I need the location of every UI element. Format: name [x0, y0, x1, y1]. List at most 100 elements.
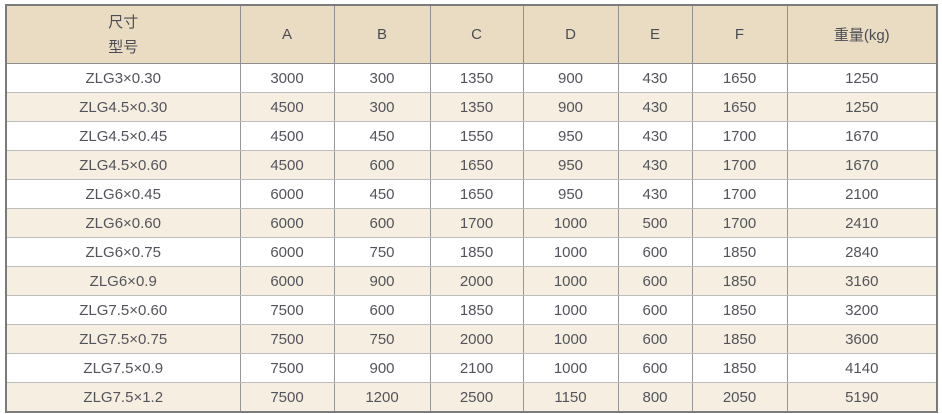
- model-cell: ZLG4.5×0.60: [5, 150, 241, 180]
- header-cell-model: 尺寸 型号: [5, 4, 241, 64]
- value-cell-c: 1550: [429, 121, 524, 151]
- weight-cell: 3160: [786, 266, 938, 296]
- value-cell-a: 6000: [239, 208, 335, 238]
- table-row: ZLG7.5×0.9 7500 900 2100 1000 600 1850 4…: [5, 353, 938, 383]
- weight-cell: 1670: [786, 121, 938, 151]
- table-row: ZLG6×0.60 6000 600 1700 1000 500 1700 24…: [5, 208, 938, 238]
- model-cell: ZLG6×0.9: [5, 266, 241, 296]
- header-cell-a: A: [239, 4, 335, 64]
- value-cell-a: 7500: [239, 353, 335, 383]
- value-cell-e: 430: [617, 179, 693, 209]
- value-cell-e: 600: [617, 353, 693, 383]
- table-row: ZLG6×0.9 6000 900 2000 1000 600 1850 316…: [5, 266, 938, 296]
- value-cell-b: 450: [333, 121, 431, 151]
- header-corner-dimension-label: 尺寸: [108, 13, 139, 31]
- value-cell-a: 6000: [239, 266, 335, 296]
- value-cell-c: 1850: [429, 295, 524, 325]
- value-cell-d: 1000: [522, 324, 619, 354]
- value-cell-c: 2000: [429, 266, 524, 296]
- weight-cell: 2840: [786, 237, 938, 267]
- value-cell-e: 430: [617, 150, 693, 180]
- weight-cell: 1250: [786, 63, 938, 93]
- header-cell-weight: 重量(kg): [786, 4, 938, 64]
- value-cell-b: 750: [333, 237, 431, 267]
- value-cell-c: 2000: [429, 324, 524, 354]
- value-cell-f: 1700: [691, 208, 788, 238]
- value-cell-b: 300: [333, 63, 431, 93]
- weight-cell: 4140: [786, 353, 938, 383]
- value-cell-a: 6000: [239, 237, 335, 267]
- weight-cell: 3200: [786, 295, 938, 325]
- value-cell-c: 1350: [429, 63, 524, 93]
- value-cell-a: 4500: [239, 92, 335, 122]
- model-cell: ZLG3×0.30: [5, 63, 241, 93]
- value-cell-e: 600: [617, 295, 693, 325]
- value-cell-f: 1700: [691, 121, 788, 151]
- weight-cell: 5190: [786, 382, 938, 413]
- value-cell-e: 600: [617, 237, 693, 267]
- value-cell-f: 1700: [691, 150, 788, 180]
- value-cell-d: 950: [522, 121, 619, 151]
- value-cell-a: 3000: [239, 63, 335, 93]
- model-cell: ZLG4.5×0.30: [5, 92, 241, 122]
- value-cell-a: 7500: [239, 324, 335, 354]
- value-cell-b: 600: [333, 150, 431, 180]
- value-cell-c: 2100: [429, 353, 524, 383]
- header-row: 尺寸 型号 A B C D E F 重量(kg): [5, 4, 938, 64]
- value-cell-d: 900: [522, 92, 619, 122]
- value-cell-c: 1650: [429, 150, 524, 180]
- header-cell-d: D: [522, 4, 619, 64]
- value-cell-b: 900: [333, 266, 431, 296]
- value-cell-b: 1200: [333, 382, 431, 413]
- table-row: ZLG7.5×0.60 7500 600 1850 1000 600 1850 …: [5, 295, 938, 325]
- model-cell: ZLG7.5×1.2: [5, 382, 241, 413]
- model-cell: ZLG7.5×0.75: [5, 324, 241, 354]
- table-row: ZLG7.5×0.75 7500 750 2000 1000 600 1850 …: [5, 324, 938, 354]
- value-cell-b: 600: [333, 295, 431, 325]
- weight-cell: 2100: [786, 179, 938, 209]
- value-cell-e: 800: [617, 382, 693, 413]
- model-cell: ZLG6×0.45: [5, 179, 241, 209]
- value-cell-d: 900: [522, 63, 619, 93]
- value-cell-f: 1850: [691, 295, 788, 325]
- weight-cell: 1250: [786, 92, 938, 122]
- value-cell-a: 6000: [239, 179, 335, 209]
- table-row: ZLG6×0.45 6000 450 1650 950 430 1700 210…: [5, 179, 938, 209]
- model-cell: ZLG7.5×0.60: [5, 295, 241, 325]
- value-cell-e: 430: [617, 121, 693, 151]
- value-cell-f: 1850: [691, 237, 788, 267]
- value-cell-b: 750: [333, 324, 431, 354]
- table-row: ZLG6×0.75 6000 750 1850 1000 600 1850 28…: [5, 237, 938, 267]
- value-cell-d: 1150: [522, 382, 619, 413]
- table-body: ZLG3×0.30 3000 300 1350 900 430 1650 125…: [5, 63, 938, 413]
- table-row: ZLG4.5×0.30 4500 300 1350 900 430 1650 1…: [5, 92, 938, 122]
- value-cell-d: 950: [522, 150, 619, 180]
- value-cell-f: 1850: [691, 353, 788, 383]
- value-cell-d: 950: [522, 179, 619, 209]
- header-cell-c: C: [429, 4, 524, 64]
- value-cell-b: 600: [333, 208, 431, 238]
- table-row: ZLG4.5×0.60 4500 600 1650 950 430 1700 1…: [5, 150, 938, 180]
- table-header: 尺寸 型号 A B C D E F 重量(kg): [5, 4, 938, 64]
- value-cell-c: 1350: [429, 92, 524, 122]
- value-cell-a: 7500: [239, 295, 335, 325]
- value-cell-f: 1650: [691, 92, 788, 122]
- value-cell-c: 1650: [429, 179, 524, 209]
- value-cell-b: 900: [333, 353, 431, 383]
- model-cell: ZLG7.5×0.9: [5, 353, 241, 383]
- value-cell-d: 1000: [522, 208, 619, 238]
- table-row: ZLG4.5×0.45 4500 450 1550 950 430 1700 1…: [5, 121, 938, 151]
- value-cell-d: 1000: [522, 353, 619, 383]
- header-cell-f: F: [691, 4, 788, 64]
- value-cell-a: 7500: [239, 382, 335, 413]
- value-cell-d: 1000: [522, 266, 619, 296]
- spec-table: 尺寸 型号 A B C D E F 重量(kg) ZLG3×0.30 3000 …: [5, 4, 938, 413]
- value-cell-e: 430: [617, 63, 693, 93]
- value-cell-c: 2500: [429, 382, 524, 413]
- model-cell: ZLG6×0.75: [5, 237, 241, 267]
- value-cell-a: 4500: [239, 150, 335, 180]
- model-cell: ZLG4.5×0.45: [5, 121, 241, 151]
- header-cell-e: E: [617, 4, 693, 64]
- value-cell-b: 450: [333, 179, 431, 209]
